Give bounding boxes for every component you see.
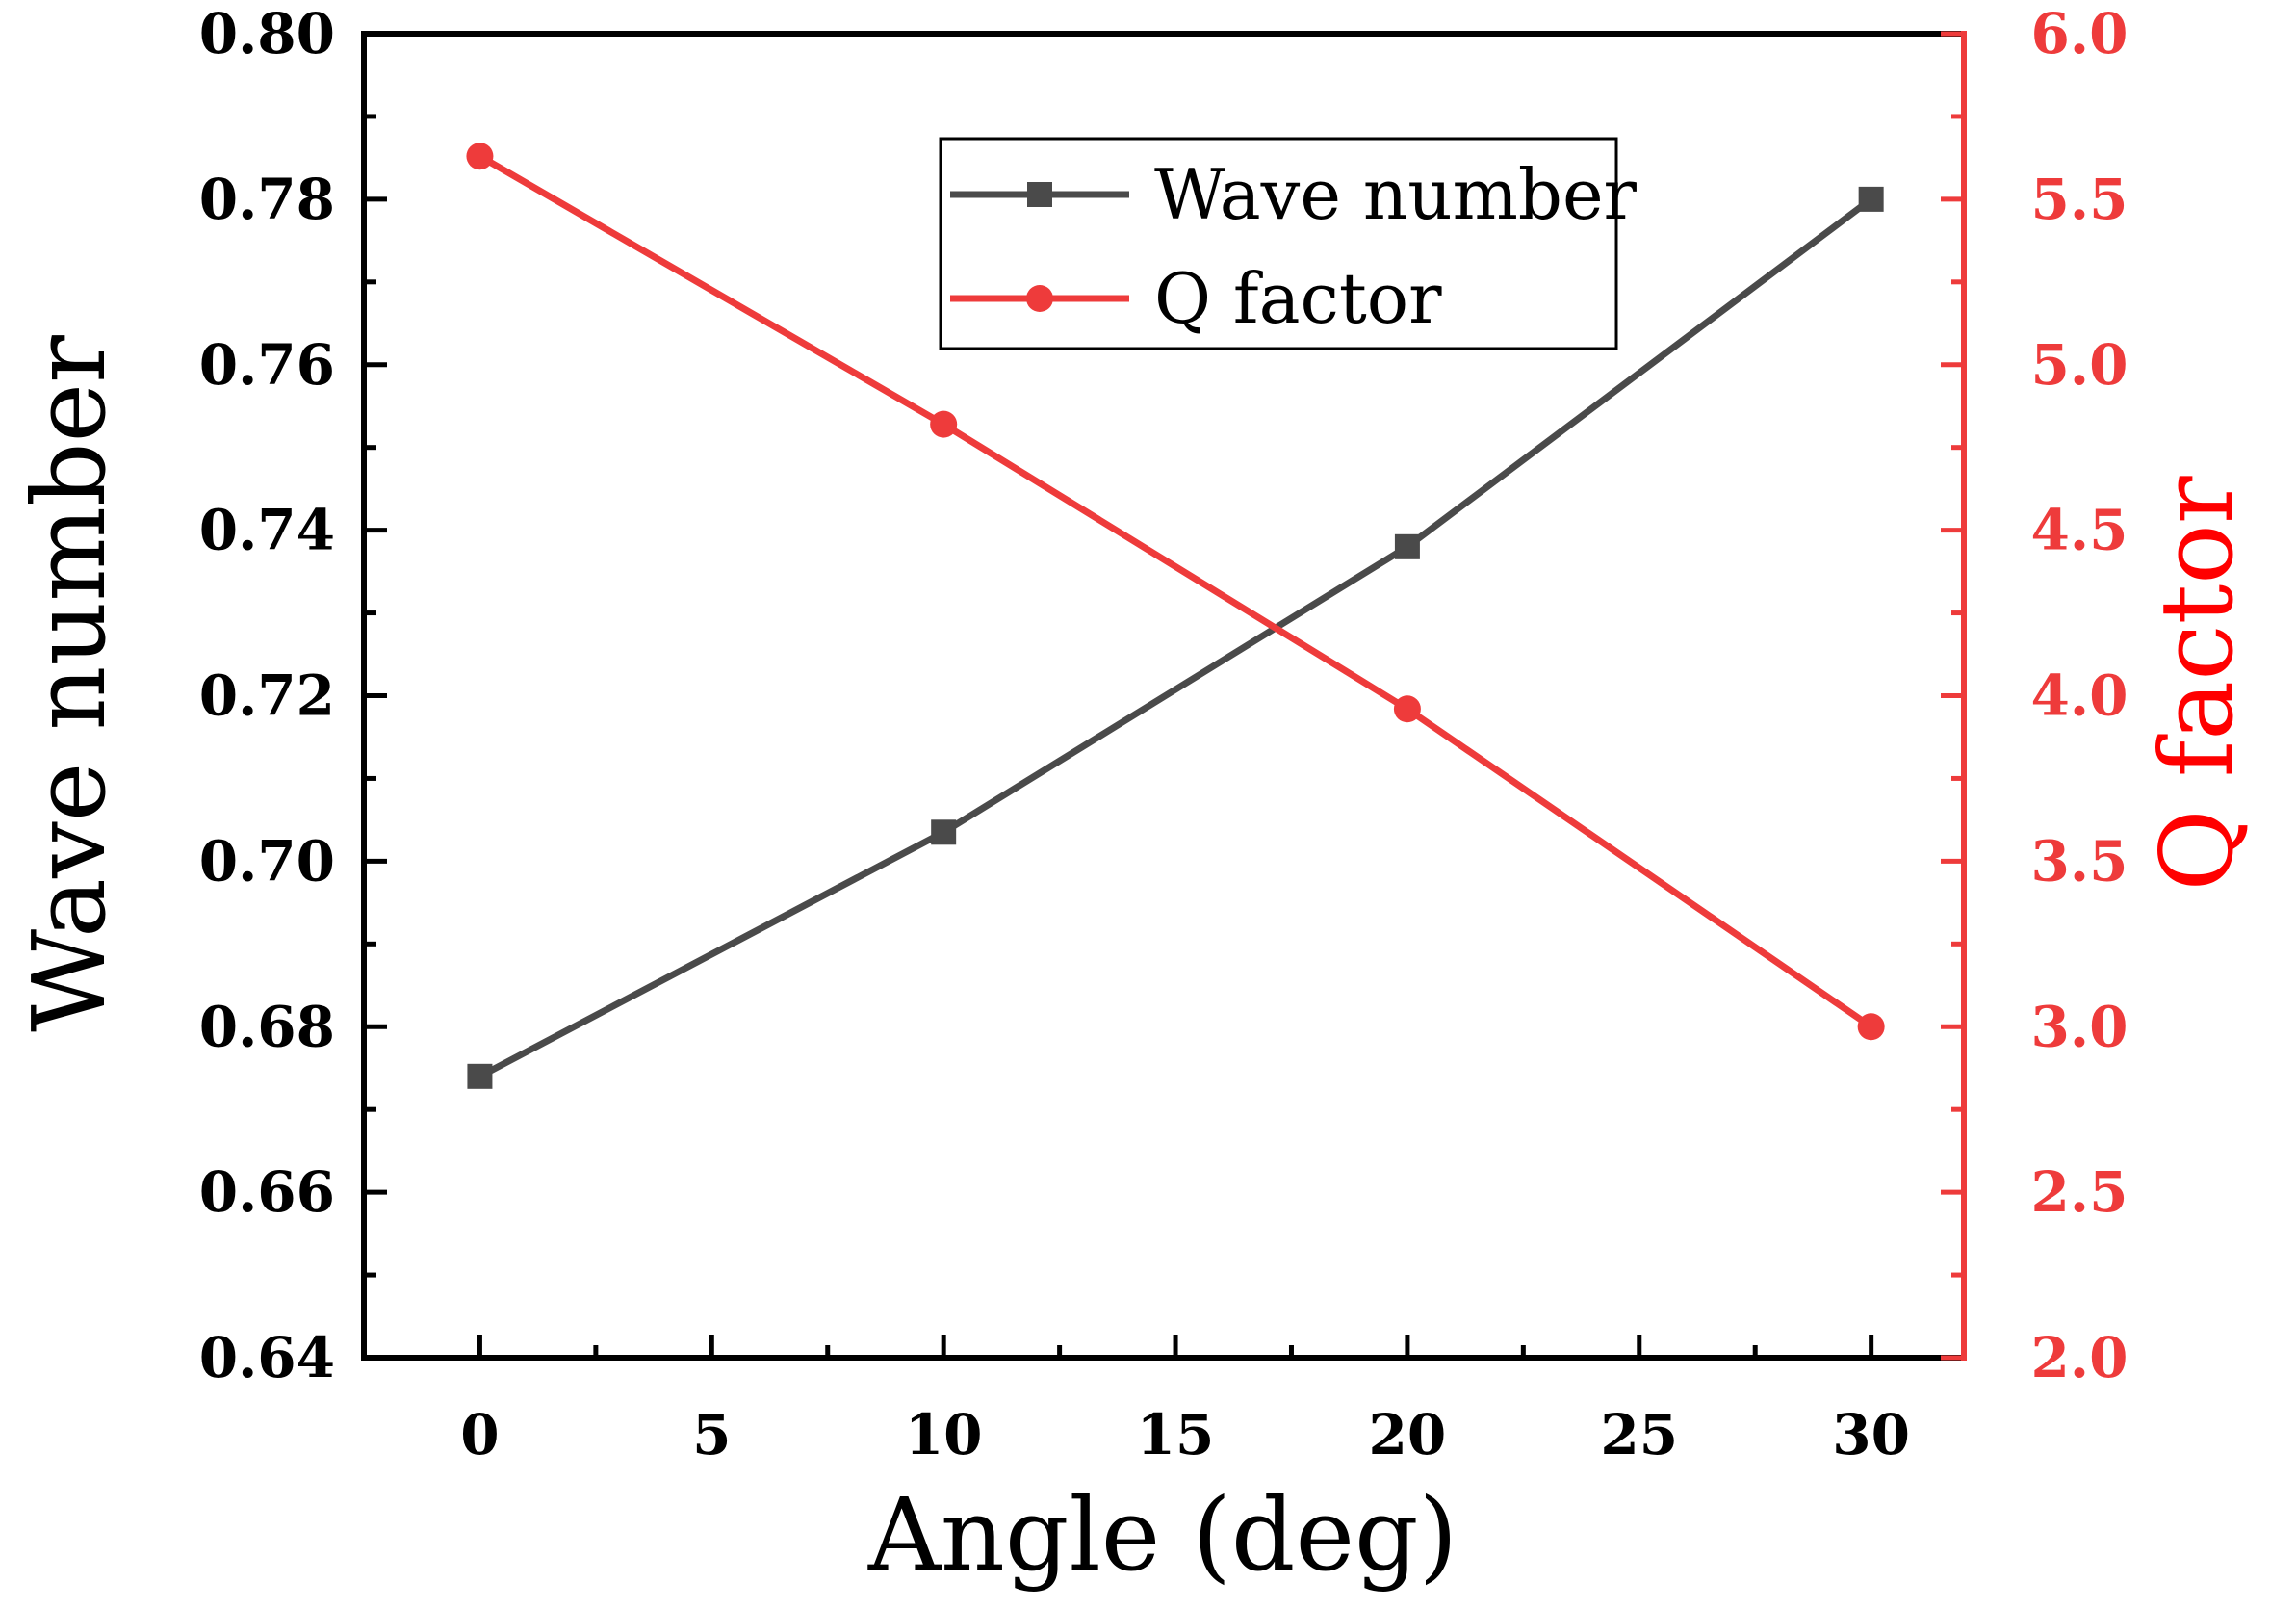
y-left-tick-label: 0.80 bbox=[199, 1, 335, 66]
data-point-wave-number bbox=[1858, 186, 1884, 212]
data-point-wave-number bbox=[1394, 533, 1420, 559]
axes-layer: 0 5 10 15 20 25 30 0.64 0.66 0.68 0.70 0.72 0.74 0.76… bbox=[199, 1, 2128, 1467]
data-point-q-factor bbox=[930, 410, 958, 438]
series-layer bbox=[466, 143, 1885, 1089]
x-tick-label: 20 bbox=[1369, 1402, 1447, 1467]
data-point-q-factor bbox=[466, 143, 494, 170]
y-left-tick-label: 0.72 bbox=[199, 663, 335, 729]
legend: Wave number Q factor bbox=[939, 137, 1638, 350]
y-right-tick-label: 5.0 bbox=[2031, 332, 2128, 398]
y-left-tick-label: 0.68 bbox=[199, 994, 335, 1059]
data-point-q-factor bbox=[1857, 1013, 1885, 1041]
x-tick-label: 30 bbox=[1832, 1402, 1910, 1467]
data-point-wave-number bbox=[931, 819, 957, 845]
x-tick-label: 5 bbox=[692, 1402, 731, 1467]
y-left-tick-label: 0.74 bbox=[199, 498, 335, 563]
legend-marker bbox=[1026, 285, 1053, 312]
legend-label: Wave number bbox=[1154, 154, 1638, 235]
y-left-tick-label: 0.64 bbox=[199, 1325, 335, 1390]
y-right-tick-label: 4.5 bbox=[2031, 498, 2128, 563]
x-axis-title: Angle (deg) bbox=[867, 1476, 1458, 1594]
x-tick-label: 15 bbox=[1137, 1402, 1215, 1467]
data-point-q-factor bbox=[1393, 695, 1421, 723]
series-line-q-factor bbox=[477, 153, 1873, 1030]
y-axis-right-title: Q factor bbox=[2138, 476, 2256, 891]
series-line-wave-number bbox=[477, 196, 1873, 1079]
y-left-tick-label: 0.66 bbox=[199, 1159, 335, 1225]
data-point-wave-number bbox=[467, 1063, 493, 1089]
y-right-tick-label: 4.0 bbox=[2031, 663, 2128, 729]
legend-label: Q factor bbox=[1154, 258, 1442, 339]
y-axis-left-title: Wave number bbox=[11, 335, 128, 1032]
legend-marker bbox=[1027, 182, 1052, 207]
y-right-tick-label: 3.5 bbox=[2031, 828, 2128, 894]
y-right-tick-label: 6.0 bbox=[2031, 1, 2128, 66]
y-right-tick-label: 5.5 bbox=[2031, 167, 2128, 232]
x-tick-label: 0 bbox=[460, 1402, 499, 1467]
x-tick-label: 25 bbox=[1600, 1402, 1678, 1467]
y-left-tick-label: 0.78 bbox=[199, 167, 335, 232]
legend-box bbox=[939, 137, 1618, 350]
y-right-tick-label: 2.0 bbox=[2031, 1325, 2128, 1390]
y-right-tick-label: 3.0 bbox=[2031, 994, 2128, 1059]
y-right-tick-label: 2.5 bbox=[2031, 1159, 2128, 1225]
y-left-tick-label: 0.76 bbox=[199, 332, 335, 398]
x-tick-label: 10 bbox=[905, 1402, 983, 1467]
y-left-tick-label: 0.70 bbox=[199, 828, 335, 894]
